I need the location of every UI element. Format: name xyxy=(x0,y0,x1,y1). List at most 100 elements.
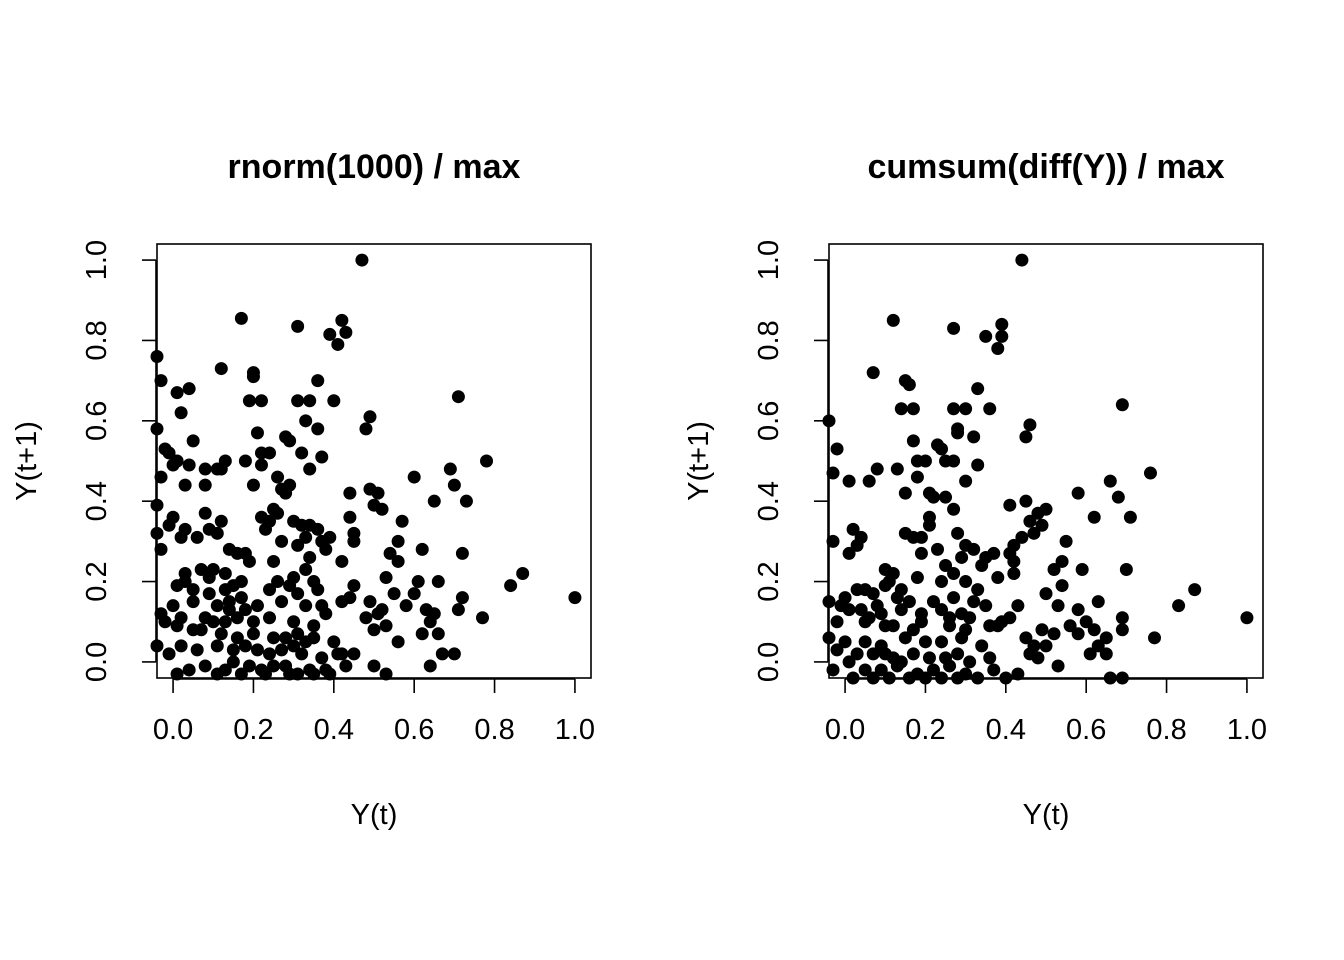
data-point-right xyxy=(910,571,924,585)
data-point-left xyxy=(307,667,321,681)
data-point-right xyxy=(822,414,836,428)
data-point-right xyxy=(935,575,949,589)
data-point-left xyxy=(267,631,281,645)
data-point-left xyxy=(250,426,264,440)
data-point-left xyxy=(170,579,184,593)
data-point-right xyxy=(1031,651,1045,665)
data-point-right xyxy=(935,442,949,456)
data-point-left xyxy=(246,370,260,384)
data-point-left xyxy=(218,567,232,581)
data-point-right xyxy=(1019,631,1033,645)
data-point-left xyxy=(335,595,349,609)
data-point-left xyxy=(230,611,244,625)
data-point-right xyxy=(1087,510,1101,524)
data-point-left xyxy=(295,647,309,661)
data-point-left xyxy=(190,530,204,544)
data-point-left xyxy=(271,506,285,520)
data-point-right xyxy=(1115,611,1129,625)
data-point-left xyxy=(174,406,188,420)
data-point-left xyxy=(455,546,469,560)
data-point-left xyxy=(198,659,212,673)
data-point-right xyxy=(902,595,916,609)
data-point-right xyxy=(1007,554,1021,568)
data-point-left xyxy=(443,462,457,476)
data-point-right xyxy=(846,522,860,536)
data-point-right xyxy=(902,378,916,392)
data-point-left xyxy=(291,587,305,601)
data-point-right xyxy=(1103,671,1117,685)
data-point-right xyxy=(983,402,997,416)
data-point-left xyxy=(359,611,373,625)
data-point-left xyxy=(150,422,164,436)
data-point-right xyxy=(1188,583,1202,597)
data-point-right xyxy=(906,434,920,448)
data-point-left xyxy=(291,627,305,641)
data-point-right xyxy=(1148,631,1161,645)
data-point-right xyxy=(882,671,896,685)
data-point-left xyxy=(387,587,401,601)
data-point-left xyxy=(363,410,377,424)
y-tick-label-left: 0.8 xyxy=(81,320,113,360)
data-point-right xyxy=(1059,534,1073,548)
data-point-left xyxy=(347,579,361,593)
data-point-left xyxy=(287,639,301,653)
data-point-right xyxy=(1071,603,1085,617)
data-point-left xyxy=(150,350,164,364)
x-axis-left: 0.0 0.2 0.4 0.6 0.8 1.0 xyxy=(153,678,595,746)
data-point-right xyxy=(959,575,973,589)
data-point-left xyxy=(379,571,393,585)
data-point-right xyxy=(1027,526,1041,540)
data-point-right xyxy=(878,579,892,593)
data-point-right xyxy=(1055,579,1069,593)
data-point-left xyxy=(162,518,176,532)
data-point-left xyxy=(299,599,313,613)
data-point-left xyxy=(263,446,277,460)
y-tick-label-left: 0.0 xyxy=(81,642,113,682)
data-point-left xyxy=(391,534,405,548)
x-axis-right: 0.0 0.2 0.4 0.6 0.8 1.0 xyxy=(825,678,1267,746)
data-point-left xyxy=(283,434,297,448)
data-point-right xyxy=(922,651,936,665)
data-point-left xyxy=(295,446,309,460)
data-point-left xyxy=(299,414,313,428)
data-point-right xyxy=(975,558,989,572)
data-point-right xyxy=(959,402,973,416)
data-point-left xyxy=(399,599,413,613)
data-point-left xyxy=(335,313,349,327)
data-point-right xyxy=(1055,554,1069,568)
x-tick-label-right: 0.2 xyxy=(905,714,945,746)
data-point-left xyxy=(347,534,361,548)
data-point-right xyxy=(1047,563,1061,576)
data-point-left xyxy=(331,337,345,351)
data-point-right xyxy=(1123,510,1137,524)
data-point-right xyxy=(914,546,928,560)
y-tick-label-right: 0.4 xyxy=(753,481,785,521)
data-point-right xyxy=(947,402,961,416)
data-point-right xyxy=(906,402,920,416)
data-point-right xyxy=(959,474,973,488)
data-point-right xyxy=(967,595,981,609)
data-point-right xyxy=(1047,627,1061,641)
data-point-right xyxy=(1039,639,1053,653)
data-point-left xyxy=(150,639,164,653)
data-point-left xyxy=(363,595,377,609)
data-point-left xyxy=(427,494,441,508)
data-point-right xyxy=(1011,667,1025,681)
data-point-right xyxy=(931,542,944,556)
data-point-right xyxy=(898,631,912,645)
data-point-left xyxy=(242,659,256,673)
data-point-left xyxy=(234,591,248,605)
data-point-right xyxy=(866,366,880,380)
data-point-right xyxy=(866,647,880,661)
data-point-left xyxy=(447,647,461,661)
data-point-left xyxy=(371,486,385,500)
data-point-right xyxy=(834,599,848,613)
data-point-right xyxy=(947,502,961,516)
data-point-left xyxy=(568,591,582,605)
x-tick-label-right: 0.6 xyxy=(1066,714,1106,746)
data-point-left xyxy=(435,647,449,661)
data-point-left xyxy=(206,615,220,629)
data-point-right xyxy=(1115,623,1129,637)
data-point-right xyxy=(955,550,969,564)
data-point-right xyxy=(842,546,856,560)
